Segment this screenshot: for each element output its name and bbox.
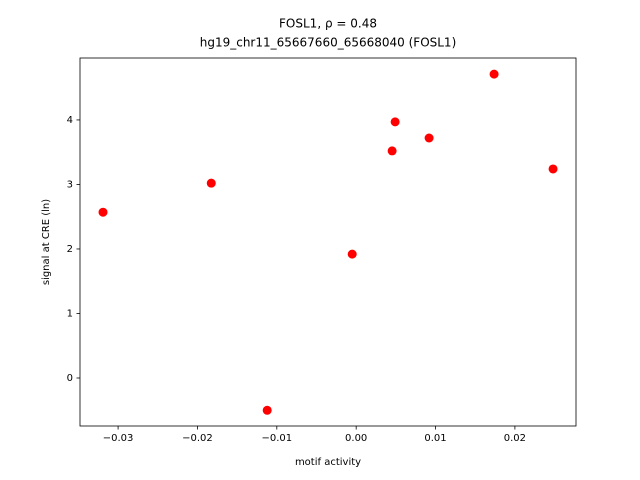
x-tick-label: 0.00 xyxy=(345,433,367,444)
y-tick-label: 1 xyxy=(67,308,73,319)
x-tick-label: −0.02 xyxy=(182,433,213,444)
y-tick-label: 3 xyxy=(67,179,73,190)
x-tick-label: −0.03 xyxy=(103,433,134,444)
x-tick-label: 0.01 xyxy=(424,433,446,444)
x-tick-label: 0.02 xyxy=(504,433,526,444)
point xyxy=(98,207,108,217)
plot-frame xyxy=(79,57,577,427)
y-tick-label: 4 xyxy=(67,115,73,126)
point xyxy=(387,146,397,156)
y-tick-label: 2 xyxy=(67,244,73,255)
point xyxy=(489,69,499,79)
chart-subtitle: hg19_chr11_65667660_65668040 (FOSL1) xyxy=(200,36,457,50)
x-axis-label: motif activity xyxy=(295,457,361,468)
y-tick-label: 0 xyxy=(67,373,73,384)
point xyxy=(424,133,434,143)
point xyxy=(262,405,272,415)
y-axis-label: signal at CRE (ln) xyxy=(41,199,52,285)
point xyxy=(347,249,357,259)
point xyxy=(390,117,400,127)
point xyxy=(548,164,558,174)
chart-title: FOSL1, ρ = 0.48 xyxy=(279,17,377,31)
x-tick-label: −0.01 xyxy=(261,433,292,444)
point xyxy=(206,178,216,188)
